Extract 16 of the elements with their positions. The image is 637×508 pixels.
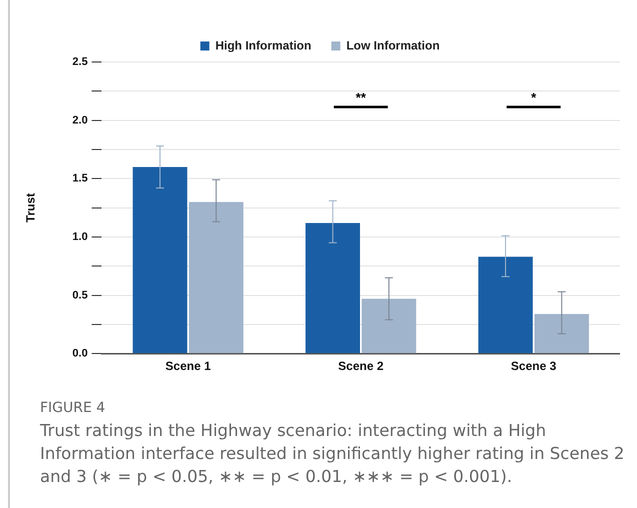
- y-tick-label: 0.5: [72, 289, 88, 302]
- x-tick-label: Scene 3: [510, 359, 557, 374]
- y-tick-label: 0.0: [72, 348, 88, 360]
- annotation: *: [531, 90, 538, 106]
- x-tick-label: Scene 2: [338, 359, 384, 374]
- y-tick-label: 1.0: [72, 230, 88, 243]
- annotation: **: [356, 90, 367, 106]
- y-tick-label: 2.5: [72, 56, 88, 68]
- legend-label: High Information: [215, 38, 312, 52]
- legend-label: Low Information: [346, 38, 440, 52]
- y-axis-title: Trust: [24, 193, 38, 222]
- text: Trust ratings in the Highway scenario: interacting with a High Information interface resulted in significantly higher rating in Scenes 2 and 3 (∗ = p < 0.05, ∗∗ = p < 0.01, ∗∗∗ = p < 0.001).: [40, 420, 626, 488]
- y-tick-label: 1.5: [72, 172, 88, 185]
- y-tick-label: 2.0: [72, 114, 88, 126]
- x-tick-label: Scene 1: [165, 359, 212, 374]
- caption: FIGURE 4: [40, 400, 106, 416]
